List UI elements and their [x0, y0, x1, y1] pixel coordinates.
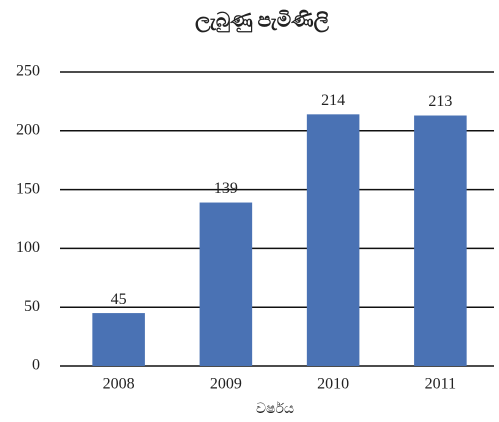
data-label: 45 — [111, 291, 127, 308]
data-label: 139 — [214, 180, 238, 197]
bar — [414, 115, 467, 367]
y-tick-label: 150 — [16, 180, 40, 197]
data-label: 213 — [428, 93, 452, 110]
y-tick-label: 100 — [16, 239, 40, 256]
data-label: 214 — [321, 92, 345, 109]
bar — [199, 202, 253, 366]
x-tick-label: 2010 — [317, 376, 349, 393]
x-tick-label: 2011 — [425, 376, 456, 393]
y-tick-label: 250 — [16, 63, 40, 80]
y-tick-label: 50 — [24, 298, 40, 315]
bar — [92, 313, 145, 366]
bar — [306, 114, 360, 366]
chart-title: ලැබුණු පැමිණිලි — [195, 9, 330, 33]
y-tick-label: 200 — [16, 121, 40, 138]
x-axis-label: වර්ෂය — [256, 401, 294, 417]
y-tick-label: 0 — [32, 357, 40, 374]
x-tick-label: 2009 — [210, 376, 242, 393]
x-tick-label: 2008 — [103, 376, 135, 393]
